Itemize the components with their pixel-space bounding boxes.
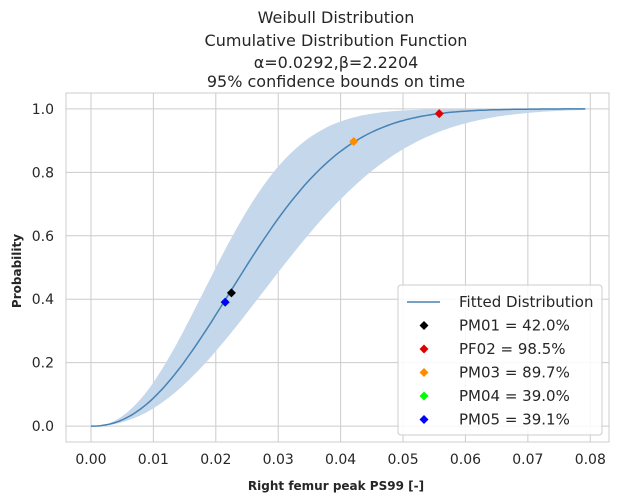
chart-title: Weibull Distribution Cumulative Distribu…	[205, 8, 468, 91]
legend-marker-swatch	[419, 368, 429, 377]
y-tick-label: 0.0	[32, 419, 54, 435]
x-tick-label: 0.00	[75, 452, 106, 468]
title-line-3: α=0.0292,β=2.2204	[254, 53, 419, 72]
title-line-4: 95% confidence bounds on time	[207, 72, 465, 91]
confidence-band-area	[91, 108, 586, 427]
y-tick-label: 0.4	[32, 292, 54, 308]
legend-box	[397, 284, 603, 436]
x-tick-label: 0.01	[138, 452, 169, 468]
x-tick-label: 0.08	[575, 452, 606, 468]
legend-marker-swatch	[419, 344, 429, 354]
data-point-marker	[349, 137, 359, 147]
x-tick-label: 0.05	[387, 452, 418, 468]
x-axis-label: Right femur peak PS99 [-]	[248, 479, 424, 493]
x-tick-label: 0.04	[325, 452, 356, 468]
x-tick-label: 0.07	[512, 452, 543, 468]
data-points	[220, 109, 444, 307]
x-tick-label: 0.02	[200, 452, 231, 468]
legend-label: PM05 = 39.1%	[459, 411, 570, 429]
legend-marker-swatch	[419, 321, 429, 330]
legend-label: PM03 = 89.7%	[459, 364, 570, 382]
y-tick-label: 0.6	[32, 229, 54, 245]
legend-label: PM04 = 39.0%	[459, 387, 570, 405]
legend-marker-swatch	[419, 415, 429, 424]
x-tick-label: 0.03	[263, 452, 294, 468]
y-tick-labels: 0.0 0.2 0.4 0.6 0.8 1.0	[32, 102, 54, 435]
y-tick-label: 0.2	[32, 356, 54, 372]
legend: Fitted Distribution PM01 = 42.0% PF02 = 98…	[397, 284, 603, 436]
y-axis-label: Probability	[10, 234, 24, 308]
legend-marker-swatch	[419, 391, 429, 401]
legend-label: PF02 = 98.5%	[459, 340, 566, 358]
title-line-1: Weibull Distribution	[258, 8, 415, 27]
fitted-distribution-line	[91, 108, 586, 427]
y-tick-label: 1.0	[32, 102, 54, 118]
legend-label: PM01 = 42.0%	[459, 317, 570, 335]
data-point-marker	[220, 297, 230, 307]
data-point-marker	[226, 288, 236, 298]
legend-label: Fitted Distribution	[459, 293, 594, 311]
title-line-2: Cumulative Distribution Function	[205, 31, 468, 50]
y-tick-label: 0.8	[32, 165, 54, 181]
confidence-band	[91, 108, 586, 427]
data-point-marker	[434, 109, 444, 119]
x-tick-labels: 0.00 0.01 0.02 0.03 0.04 0.05 0.06 0.07 0.08	[75, 452, 605, 468]
x-tick-label: 0.06	[450, 452, 481, 468]
fitted-curve	[91, 108, 586, 427]
